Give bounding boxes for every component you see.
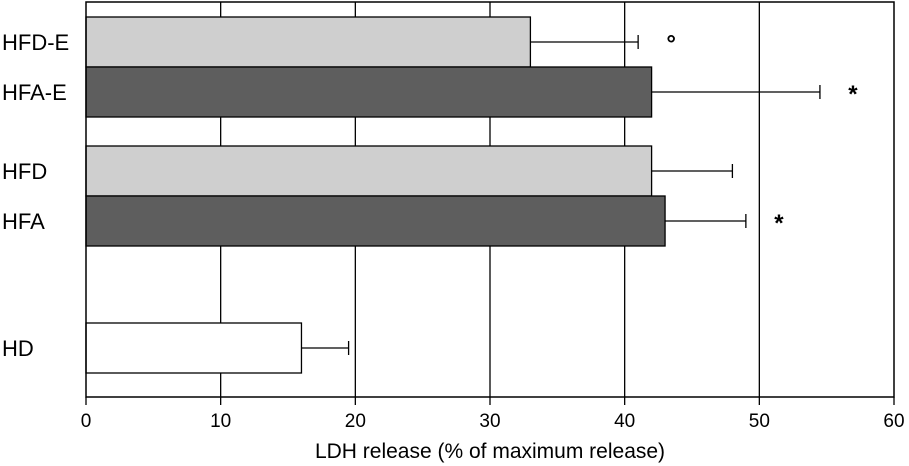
bar-hfa-e	[85, 66, 653, 118]
category-labels: HFD-E HFA-E HFD HFA HD	[2, 30, 69, 361]
x-tick-label-0: 0	[81, 411, 92, 432]
x-tick-label-20: 20	[345, 411, 366, 432]
x-tick-label-40: 40	[614, 411, 635, 432]
plot-frame	[85, 1, 895, 398]
annotation-hfd-e: °	[666, 31, 676, 58]
category-label-hfa: HFA	[2, 209, 45, 234]
x-tick-label-30: 30	[479, 411, 500, 432]
x-axis-ticks: 0 10 20 30 40 50 60	[81, 397, 905, 432]
x-tick-label-50: 50	[749, 411, 770, 432]
category-label-hfa-e: HFA-E	[2, 80, 67, 105]
error-bars-group	[301, 35, 821, 355]
x-tick-label-10: 10	[210, 411, 231, 432]
bar-hd	[85, 322, 303, 374]
bar-hfa	[85, 195, 666, 247]
category-label-hfd-e: HFD-E	[2, 30, 69, 55]
x-tick-label-60: 60	[883, 411, 904, 432]
bar-hfd	[85, 145, 653, 197]
annotation-hfa-e: *	[848, 81, 858, 108]
x-axis-label: LDH release (% of maximum release)	[315, 440, 665, 463]
category-label-hfd: HFD	[2, 159, 47, 184]
annotations-group: ° * *	[666, 31, 858, 237]
category-label-hd: HD	[2, 336, 34, 361]
annotation-hfa: *	[774, 210, 784, 237]
bars-group	[85, 16, 666, 374]
bar-hfd-e	[85, 16, 532, 68]
